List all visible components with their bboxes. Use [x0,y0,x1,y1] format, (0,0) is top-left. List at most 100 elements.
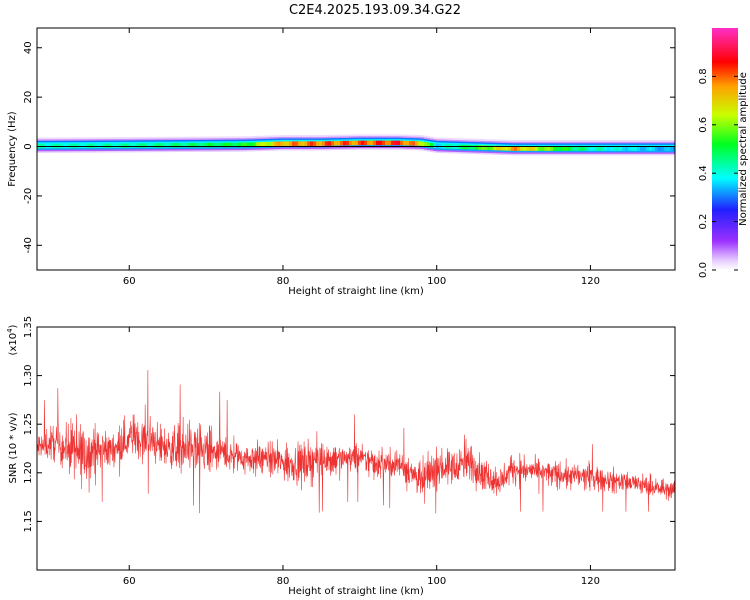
heatmap-cell [445,142,449,145]
heatmap-cell [595,152,599,154]
heatmap-cell [367,134,371,137]
heatmap-cell [559,149,563,151]
heatmap-cell [43,137,47,140]
heatmap-cell [382,144,386,147]
heatmap-cell [493,148,497,151]
heatmap-cell [286,141,290,143]
heatmap-cell [580,149,584,151]
heatmap-cell [598,149,602,151]
heatmap-cell [439,137,443,140]
heatmap-cell [508,150,512,153]
heatmap-cell [589,153,593,156]
heatmap-cell [127,138,131,141]
heatmap-cell [565,144,569,147]
heatmap-cell [388,143,392,146]
heatmap-cell [484,139,488,141]
heatmap-cell [556,140,560,142]
heatmap-cell [130,144,134,147]
heatmap-cell [496,141,500,143]
heatmap-cell [514,141,518,144]
heatmap-cell [82,146,86,149]
heatmap-cell [289,147,293,149]
heatmap-cell [112,150,116,153]
heatmap-cell [187,141,191,143]
heatmap-cell [535,140,539,142]
heatmap-cell [43,140,47,143]
heatmap-cell [76,141,80,144]
heatmap-cell [211,142,215,145]
heatmap-cell [118,149,122,151]
colorbar-tick-label: 0.8 [698,68,709,84]
heatmap-cell [559,147,563,150]
heatmap-cell [106,150,110,153]
heatmap-cell [559,144,563,147]
heatmap-cell [79,138,83,141]
heatmap-cell [646,149,650,151]
heatmap-cell [406,142,410,144]
heatmap-cell [307,147,311,149]
heatmap-cell [376,147,380,150]
heatmap-cell [652,152,656,154]
heatmap-cell [436,143,440,146]
heatmap-cell [544,141,548,144]
heatmap-cell [49,146,53,149]
heatmap-cell [286,148,290,151]
heatmap-cell [643,150,647,153]
heatmap-cell [517,144,521,147]
heatmap-cell [364,143,368,146]
heatmap-cell [433,147,437,150]
heatmap-cell [661,147,665,150]
heatmap-cell [127,143,131,145]
heatmap-cell [274,142,278,145]
heatmap-cell [100,149,104,152]
heatmap-cell [490,146,494,149]
heatmap-cell [61,137,65,140]
heatmap-cell [523,144,527,147]
heatmap-cell [445,143,449,146]
heatmap-cell [277,144,281,147]
heatmap-cell [400,143,404,146]
heatmap-cell [289,139,293,142]
colorbar-gradient [712,28,738,270]
heatmap-cell [295,135,299,137]
heatmap-cell [229,148,233,151]
heatmap-cell [364,144,368,147]
heatmap-cell [550,140,554,142]
heatmap-cell [526,147,530,150]
heatmap-cell [301,135,305,137]
heatmap-cell [637,144,641,147]
heatmap-cell [295,136,299,139]
heatmap-cell [670,149,674,151]
heatmap-cell [367,137,371,140]
heatmap-cell [406,136,410,138]
heatmap-cell [655,153,659,156]
heatmap-cell [499,142,503,145]
heatmap-cell [361,137,365,140]
heatmap-cell [115,140,119,142]
heatmap-cell [307,144,311,146]
heatmap-cell [532,144,536,147]
heatmap-cell [43,139,47,141]
heatmap-cell [460,141,464,144]
heatmap-cell [667,149,671,151]
heatmap-cell [190,139,194,142]
heatmap-cell [382,141,386,144]
heatmap-cell [109,140,113,142]
heatmap-cell [73,137,77,140]
heatmap-cell [544,147,548,150]
heatmap-cell [214,144,218,146]
heatmap-cell [79,137,83,140]
heatmap-cell [577,153,581,156]
heatmap-cell [301,144,305,146]
heatmap-cell [94,149,98,152]
heatmap-cell [667,144,671,147]
heatmap-cell [508,151,512,154]
heatmap-cell [157,148,161,151]
spectrogram-image [37,134,675,156]
heatmap-cell [259,141,263,144]
heatmap-cell [304,135,308,137]
heatmap-cell [394,146,398,149]
heatmap-cell [514,153,518,156]
